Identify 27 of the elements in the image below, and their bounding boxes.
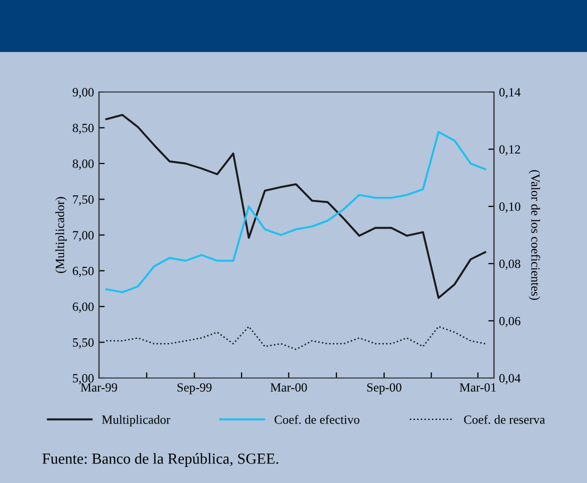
x-tick-label: Mar-99 — [80, 383, 118, 392]
y-tick-label: 5,00 — [72, 374, 94, 384]
y2-axis-title: (Valor de los coeficientes) — [528, 170, 540, 300]
y2-tick-label: 0,06 — [499, 316, 520, 328]
y-tick-label: 9,00 — [72, 88, 94, 98]
y-tick-label: 5,50 — [72, 338, 94, 349]
line-series — [106, 326, 486, 350]
x-tick-label: Mar-00 — [270, 383, 307, 392]
y2-tick-label: 0,12 — [499, 145, 520, 156]
y2-tick-label: 0,10 — [499, 202, 520, 213]
x-tick-label: Sep-00 — [367, 383, 402, 394]
y-tick-label: 6,50 — [72, 266, 94, 278]
y2-tick-label: 0,04 — [499, 374, 521, 384]
y-tick-label: 6,00 — [72, 302, 94, 313]
y-tick-label: 8,50 — [72, 124, 94, 134]
source-note: Fuente: Banco de la República, SGEE. — [42, 453, 278, 467]
legend-label: Coef. de reserva — [464, 414, 545, 424]
y2-tick-label: 0,14 — [499, 88, 521, 98]
y-tick-label: 7,00 — [73, 231, 94, 242]
legend-label: Coef. de efectivo — [274, 414, 360, 424]
y-tick-label: 8,00 — [72, 160, 94, 170]
y-tick-label: 7,50 — [73, 195, 94, 206]
y2-tick-label: 0,08 — [499, 260, 520, 270]
x-tick-label: Mar-01 — [460, 383, 496, 392]
y-axis-title: (Multiplicador) — [55, 197, 67, 273]
legend-label: Multiplicador — [102, 415, 170, 426]
x-tick-label: Sep-99 — [178, 383, 212, 394]
